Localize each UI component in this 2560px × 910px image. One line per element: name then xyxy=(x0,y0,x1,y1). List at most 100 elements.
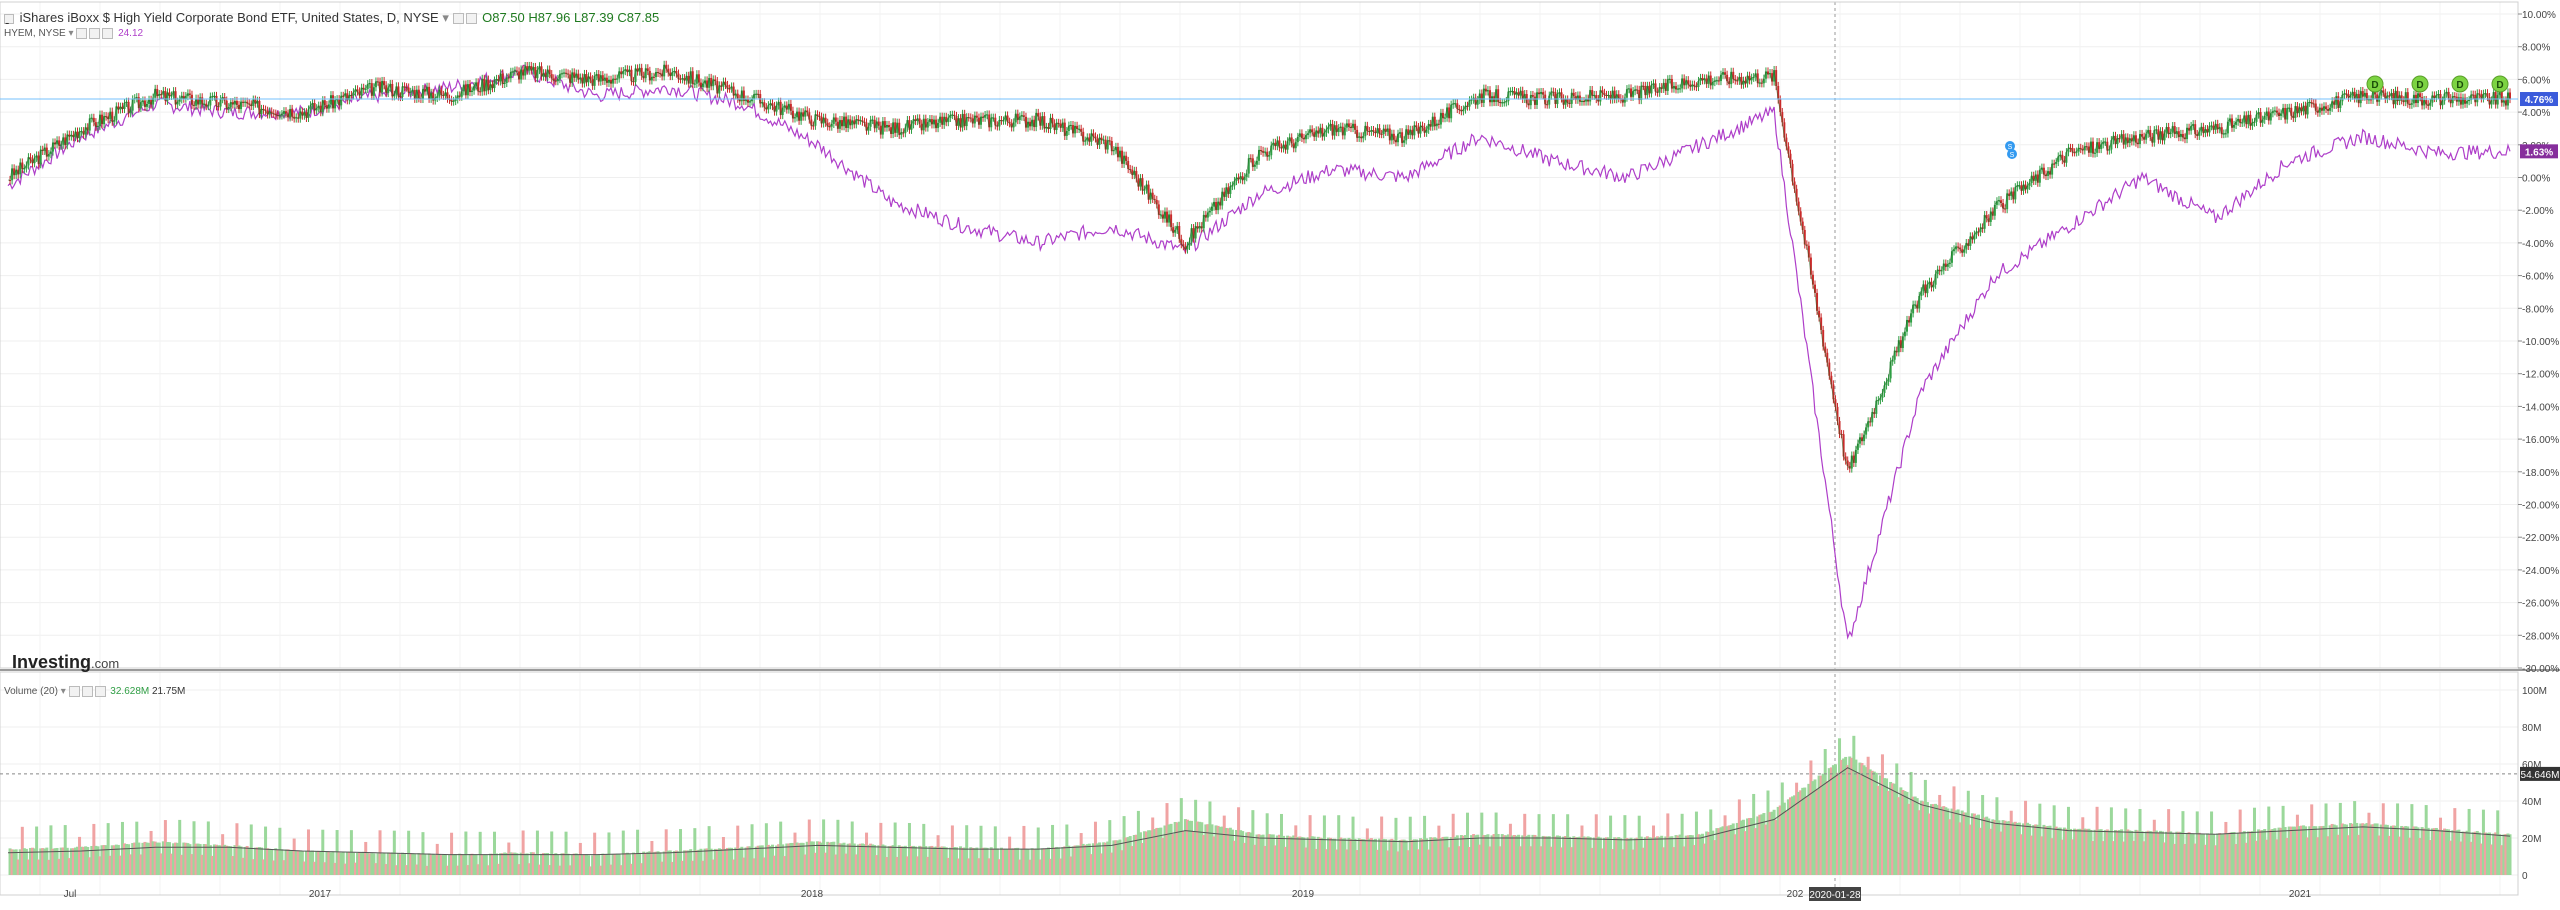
compare-legend[interactable]: HYEM, NYSE ▾ 24.12 xyxy=(4,28,143,39)
candle-body xyxy=(166,92,169,101)
volume-bar xyxy=(632,852,635,875)
volume-bar xyxy=(1940,806,1944,875)
volume-bar xyxy=(744,847,748,875)
volume-bar xyxy=(1797,791,1801,875)
settings-square-icon[interactable] xyxy=(452,13,464,25)
volume-bar xyxy=(2351,823,2355,875)
volume-bar xyxy=(337,852,341,875)
compare-hide-icon[interactable] xyxy=(89,28,101,39)
candle-body xyxy=(1325,129,1328,133)
dropdown-chevron-icon[interactable]: ▾ xyxy=(442,10,449,25)
candle-body xyxy=(483,78,486,92)
candle-body xyxy=(70,134,73,137)
candle-body xyxy=(1333,125,1336,136)
volume-legend[interactable]: Volume (20) ▾ 32.628M 21.75M xyxy=(4,686,185,697)
volume-bar xyxy=(1878,775,1882,875)
volume-bar xyxy=(897,845,901,875)
volume-bar xyxy=(2150,831,2154,875)
volume-bar xyxy=(2152,819,2156,875)
volume-bar xyxy=(840,843,844,875)
dividend-marker[interactable]: D xyxy=(2366,75,2384,93)
split-marker[interactable]: S xyxy=(2007,149,2017,159)
price-axis-label: 10.00% xyxy=(2522,10,2556,21)
collapse-icon[interactable]: - xyxy=(4,13,14,30)
compare-close-icon[interactable] xyxy=(102,28,114,39)
volume-hide-icon[interactable] xyxy=(81,686,93,697)
candle-body xyxy=(1157,204,1160,215)
compare-badge xyxy=(2520,144,2558,159)
candle-body xyxy=(1801,221,1804,230)
candle-body xyxy=(493,80,496,89)
volume-bar xyxy=(37,859,41,875)
volume-settings-icon[interactable] xyxy=(68,686,80,697)
candle-body xyxy=(2361,91,2364,97)
candle-body xyxy=(1016,113,1019,121)
candle-body xyxy=(475,82,478,87)
candle-body xyxy=(1170,214,1173,228)
candle-body xyxy=(785,105,788,110)
volume-bar xyxy=(525,853,529,875)
dividend-marker[interactable]: D xyxy=(2491,75,2509,93)
volume-chevron-icon[interactable]: ▾ xyxy=(60,686,66,698)
volume-bar xyxy=(243,846,247,875)
volume-close-icon[interactable] xyxy=(94,686,106,697)
volume-bar xyxy=(1284,846,1288,875)
candle-body xyxy=(462,84,465,92)
volume-bar xyxy=(1560,847,1564,875)
volume-bar xyxy=(595,854,599,875)
volume-bar xyxy=(1811,781,1815,875)
candle-body xyxy=(2204,129,2207,134)
volume-bar xyxy=(137,842,141,875)
candle-body xyxy=(1425,129,1428,133)
candle-body xyxy=(687,75,690,84)
candle-body xyxy=(1405,129,1408,141)
candle-body xyxy=(1439,112,1442,125)
candle-body xyxy=(793,117,796,119)
volume-bar xyxy=(997,859,1001,875)
compare-settings-icon[interactable] xyxy=(76,28,88,39)
volume-bar xyxy=(860,843,864,875)
volume-bar xyxy=(401,852,405,875)
volume-bar xyxy=(1911,796,1915,875)
volume-bar xyxy=(1243,842,1247,875)
dividend-marker[interactable]: D xyxy=(2411,75,2429,93)
volume-bar xyxy=(2179,831,2183,875)
price-axis-label: -30.00% xyxy=(2522,664,2559,675)
volume-bar xyxy=(16,859,20,875)
candle-body xyxy=(879,125,882,135)
split-marker[interactable]: S xyxy=(2005,141,2015,151)
candle-body xyxy=(2333,101,2336,105)
candle-body xyxy=(689,71,692,84)
volume-bar xyxy=(1586,836,1590,875)
volume-bar xyxy=(1517,834,1521,875)
candle-body xyxy=(1566,99,1569,103)
dividend-marker[interactable]: D xyxy=(2451,75,2469,93)
candle-body xyxy=(2016,185,2019,188)
compare-chevron-icon[interactable]: ▾ xyxy=(68,28,74,40)
candle-body xyxy=(1190,228,1193,242)
candle-body xyxy=(1928,281,1931,285)
volume-bar xyxy=(116,844,120,875)
candle-body xyxy=(883,121,886,128)
candle-body xyxy=(859,120,862,122)
candle-body xyxy=(2451,96,2454,104)
volume-bar xyxy=(918,845,922,875)
volume-bar xyxy=(2195,811,2199,875)
event-markers[interactable]: D D D D SS xyxy=(2005,75,2509,159)
close-square-icon[interactable] xyxy=(465,13,477,25)
candle-body xyxy=(763,102,766,108)
candle-body xyxy=(428,86,431,99)
volume-bar xyxy=(748,846,752,875)
volume-bar xyxy=(2116,830,2120,875)
volume-bar xyxy=(562,853,566,875)
volume-bar xyxy=(1314,848,1318,875)
candle-body xyxy=(1650,84,1653,94)
volume-bar xyxy=(1930,804,1934,875)
volume-label: Volume (20) xyxy=(4,686,58,698)
main-legend[interactable]: - iShares iBoxx $ High Yield Corporate B… xyxy=(4,10,659,30)
volume-bar xyxy=(2418,838,2422,875)
volume-bar xyxy=(2287,826,2291,875)
candle-body xyxy=(2190,126,2193,131)
